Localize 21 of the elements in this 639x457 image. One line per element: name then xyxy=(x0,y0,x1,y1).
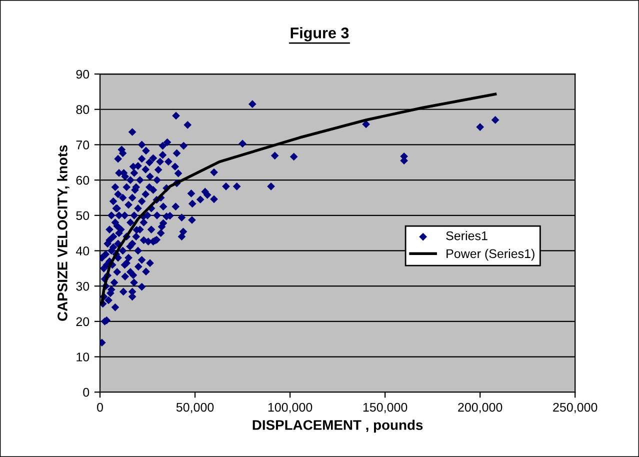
y-tick-label: 10 xyxy=(76,352,90,362)
y-axis-title: CAPSIZE VELOCITY, knots xyxy=(57,145,70,321)
x-tick-label: 250,000 xyxy=(553,402,598,414)
y-tick-label: 0 xyxy=(83,388,90,397)
chart-title: Figure 3 xyxy=(290,27,349,42)
y-tick-label: 30 xyxy=(76,282,90,291)
x-tick-label: 0 xyxy=(97,402,103,412)
y-tick-label: 70 xyxy=(76,140,90,150)
y-tick-label: 80 xyxy=(76,105,90,114)
y-tick-label: 40 xyxy=(76,246,90,256)
legend-label: Series1 xyxy=(446,231,488,240)
x-tick-label: 50,000 xyxy=(176,402,214,414)
y-tick-label: 50 xyxy=(76,211,90,220)
x-tick-label: 100,000 xyxy=(268,402,312,414)
y-tick-label: 90 xyxy=(76,70,90,79)
legend-label: Power (Series1) xyxy=(446,248,534,261)
x-tick-label: 150,000 xyxy=(363,402,408,414)
y-tick-label: 20 xyxy=(76,317,90,326)
x-axis-title: DISPLACEMENT , pounds xyxy=(252,420,423,433)
y-tick-label: 60 xyxy=(76,176,90,185)
x-tick-label: 200,000 xyxy=(458,402,502,414)
